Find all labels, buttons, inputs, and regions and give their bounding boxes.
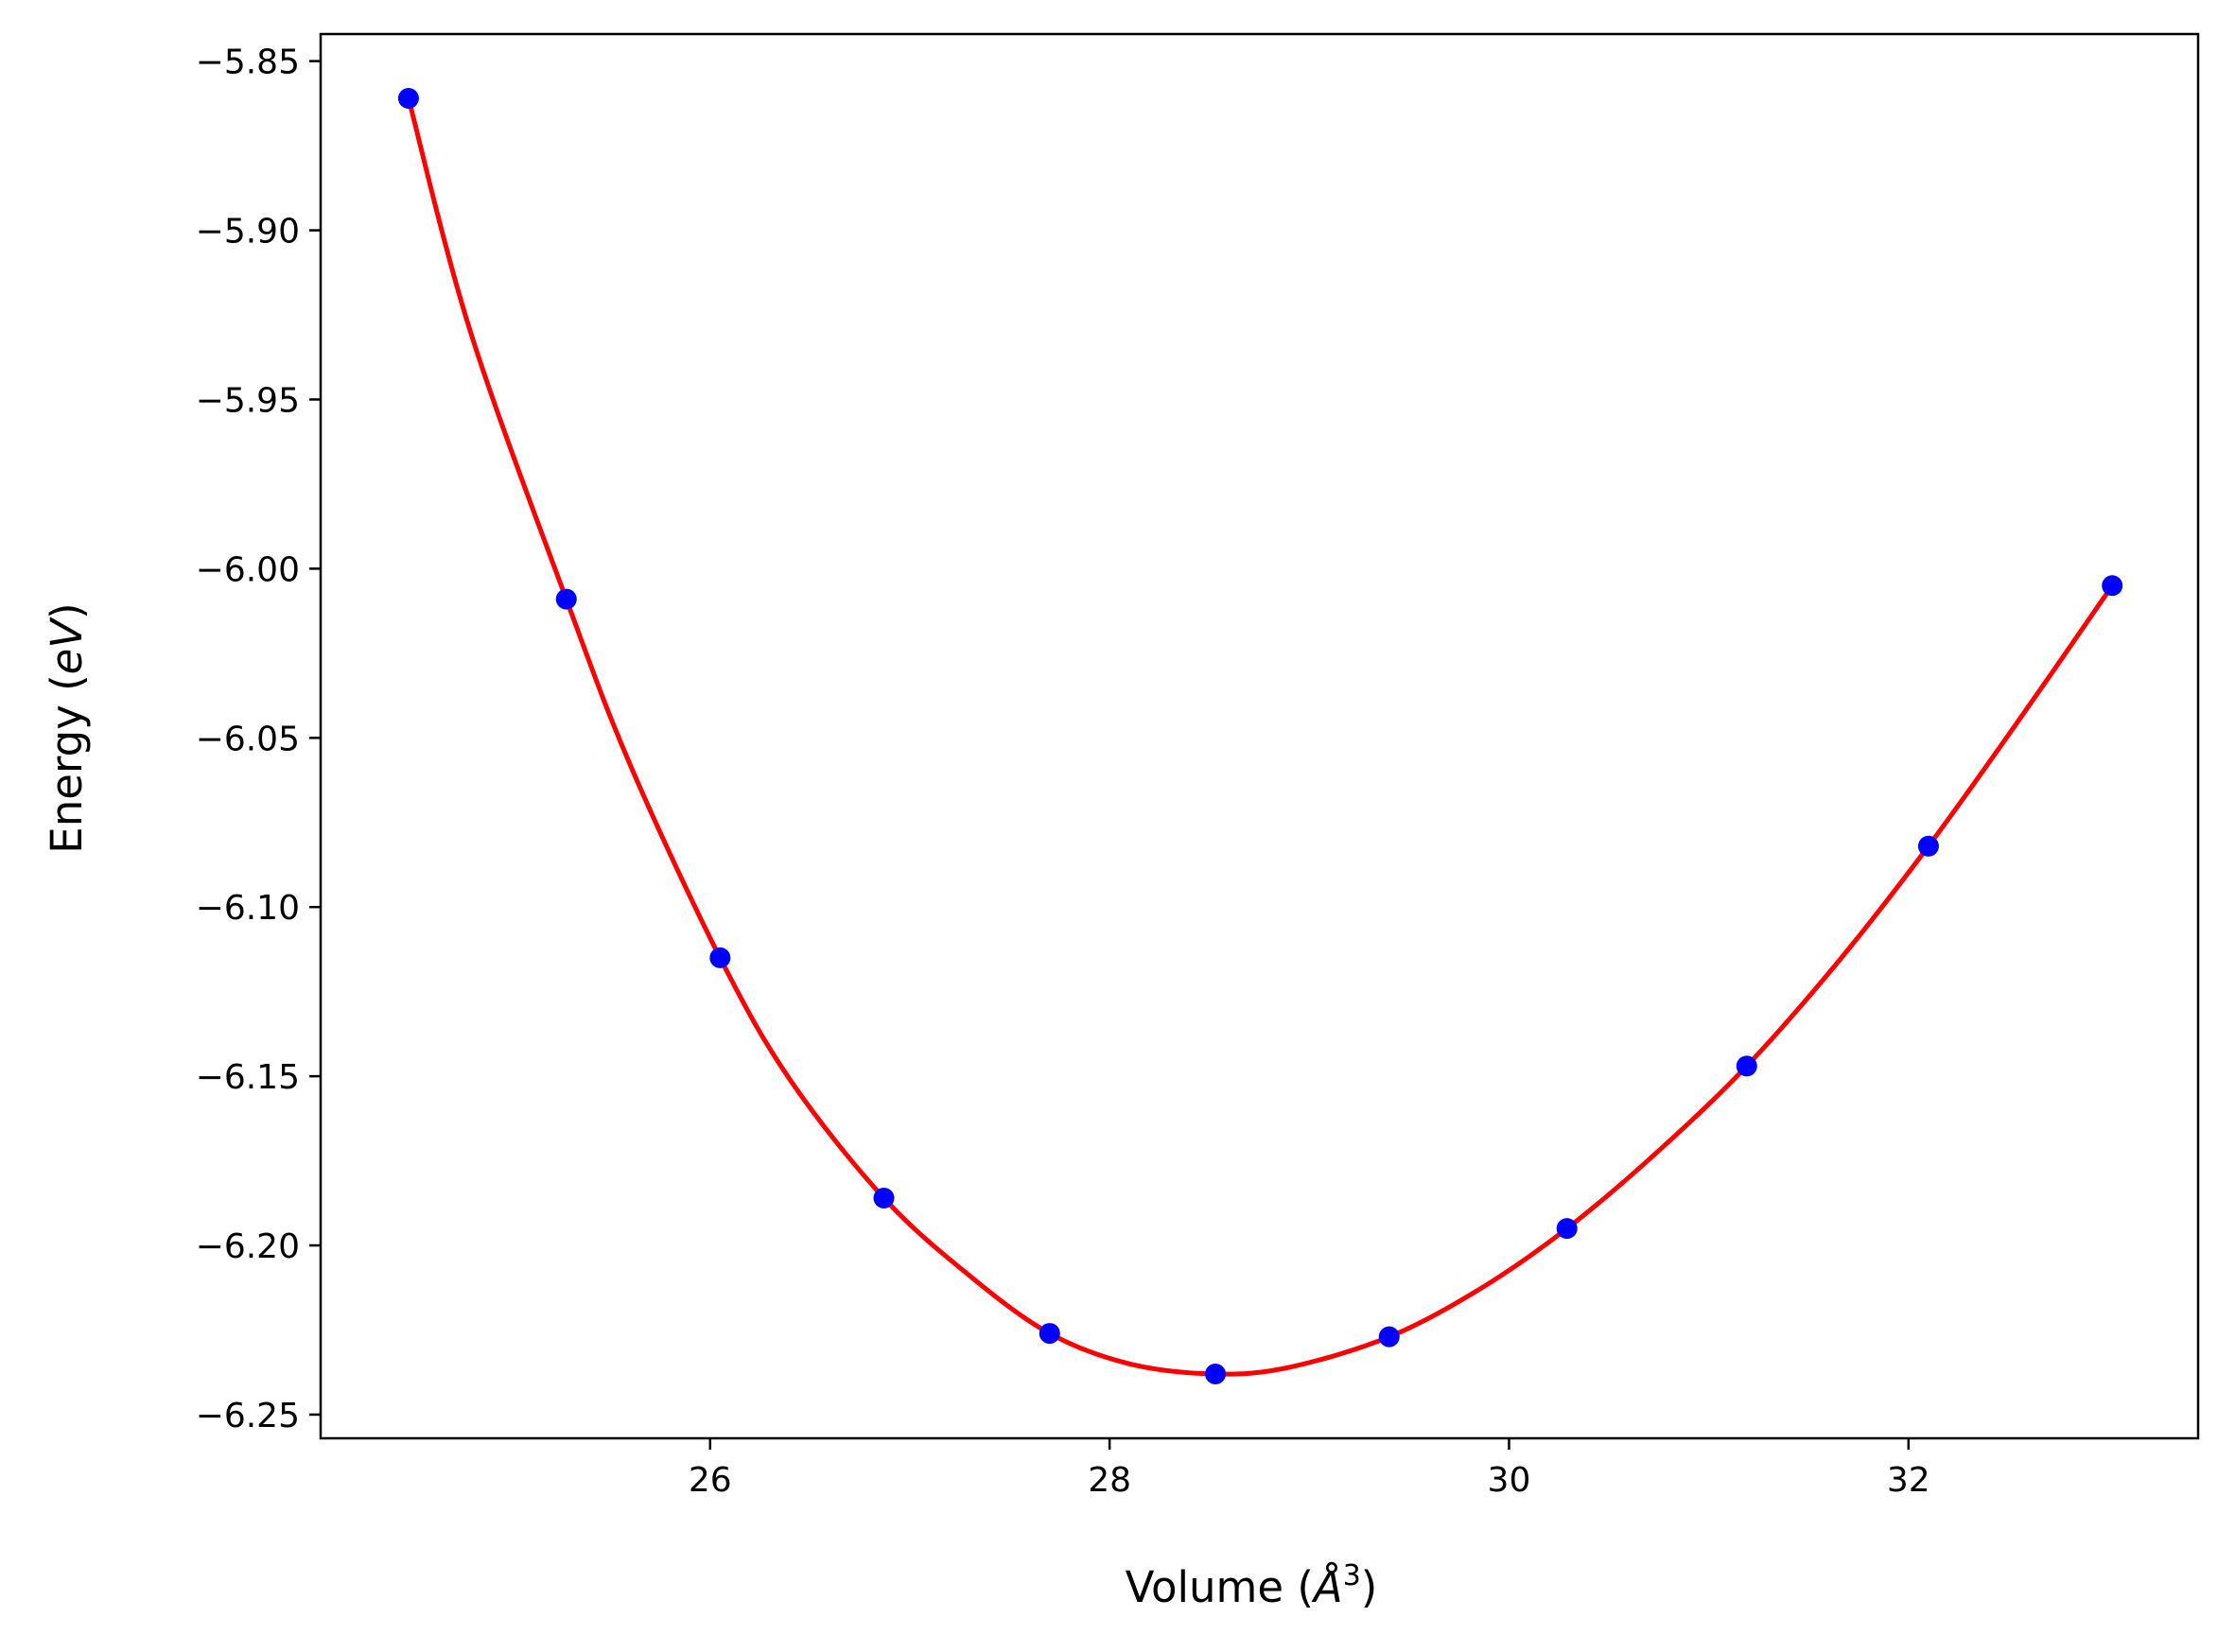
data-point: [709, 947, 731, 968]
y-axis-label-text: Energy (: [42, 674, 92, 853]
y-tick-label: −5.90: [196, 213, 300, 252]
y-tick-label: −6.25: [196, 1397, 300, 1435]
x-axis-ticks: 26 28 30 32: [689, 1438, 1930, 1500]
y-axis-unit: eV: [42, 617, 92, 675]
data-point: [1917, 835, 1939, 857]
x-axis-label-close: ): [1361, 1562, 1378, 1612]
data-point: [555, 588, 577, 610]
y-axis-ticks: −5.85 −5.90 −5.95 −6.00 −6.05 −6.10 −6.15 −6.20…: [196, 43, 321, 1435]
plot-area: [397, 87, 2123, 1385]
data-point: [873, 1187, 895, 1209]
data-point: [2102, 575, 2123, 597]
y-tick-label: −6.00: [196, 550, 300, 589]
x-tick-label: 26: [689, 1461, 732, 1500]
y-tick-label: −6.15: [196, 1058, 300, 1097]
y-tick-label: −6.20: [196, 1227, 300, 1266]
x-axis-label: Volume (Å3): [1126, 1559, 1378, 1612]
x-tick-label: 28: [1088, 1461, 1131, 1500]
x-axis-unit-exponent: 3: [1343, 1559, 1361, 1592]
x-axis-label-text: Volume (: [1126, 1562, 1314, 1612]
x-axis-unit-symbol: Å: [1311, 1562, 1343, 1612]
y-tick-label: −5.85: [196, 43, 300, 82]
data-points: [397, 87, 2123, 1385]
y-tick-label: −6.05: [196, 720, 300, 758]
data-point: [1556, 1218, 1578, 1240]
fit-curve: [406, 97, 2115, 1377]
x-tick-label: 32: [1887, 1461, 1930, 1500]
data-point: [1205, 1364, 1227, 1385]
axes-frame: [319, 32, 2200, 1440]
data-point: [1039, 1323, 1060, 1345]
y-tick-label: −6.10: [196, 889, 300, 928]
y-axis-label: Energy (eV): [42, 602, 92, 853]
data-point: [1378, 1326, 1400, 1348]
x-tick-label: 30: [1488, 1461, 1531, 1500]
y-tick-label: −5.95: [196, 381, 300, 420]
data-point: [1736, 1055, 1757, 1077]
y-axis-label-close: ): [42, 602, 92, 619]
data-point: [397, 87, 419, 109]
